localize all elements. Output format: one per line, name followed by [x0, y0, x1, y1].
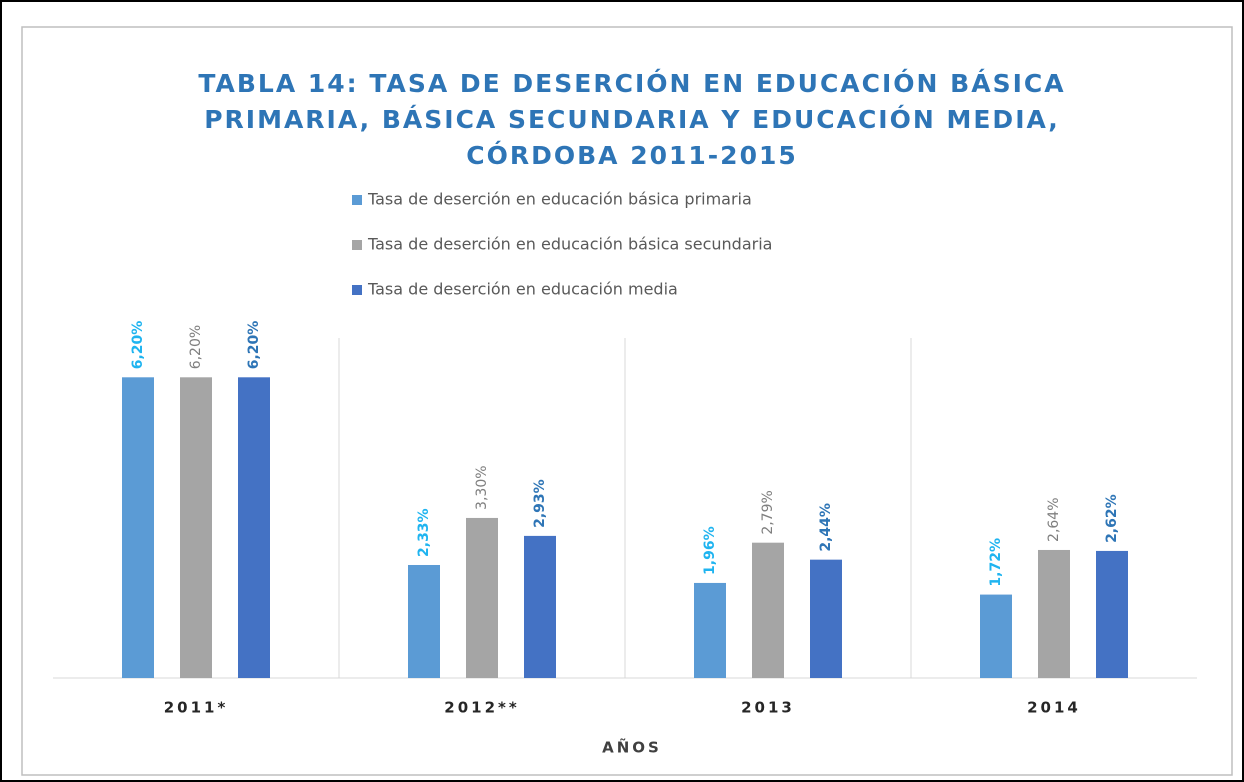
data-label: 6,20%: [130, 321, 146, 370]
legend-label: Tasa de deserción en educación básica se…: [367, 235, 772, 254]
x-tick-label: 2011*: [164, 699, 229, 717]
data-label: 2,93%: [532, 479, 548, 528]
bar: [122, 377, 154, 678]
data-label: 3,30%: [474, 465, 490, 509]
x-tick-label: 2013: [741, 699, 795, 717]
chart-area: [21, 26, 1233, 776]
bar: [1038, 549, 1070, 678]
x-tick-label: 2014: [1027, 699, 1081, 717]
bar: [466, 517, 498, 678]
legend-label: Tasa de deserción en educación media: [367, 280, 678, 299]
bar: [1096, 550, 1128, 678]
bar: [524, 535, 556, 678]
data-label: 1,72%: [988, 538, 1004, 587]
legend-swatch: [352, 240, 362, 250]
legend-swatch: [352, 195, 362, 205]
bar: [752, 542, 784, 678]
bar: [980, 594, 1012, 678]
data-label: 2,62%: [1104, 494, 1120, 543]
data-label: 2,79%: [760, 490, 776, 534]
data-label: 2,44%: [818, 503, 834, 552]
bar: [408, 564, 440, 678]
x-axis-title: AÑOS: [602, 738, 662, 757]
data-label: 6,20%: [246, 321, 262, 370]
bar: [180, 377, 212, 678]
data-label: 1,96%: [702, 526, 718, 575]
bar: [694, 582, 726, 678]
data-label: 2,64%: [1046, 497, 1062, 541]
legend-label: Tasa de deserción en educación básica pr…: [367, 190, 752, 209]
data-label: 2,33%: [416, 508, 432, 557]
data-label: 6,20%: [188, 325, 204, 369]
chart-title: TABLA 14: TASA DE DESERCIÓN EN EDUCACIÓN…: [198, 69, 1066, 170]
bar: [810, 559, 842, 678]
x-tick-label: 2012**: [444, 699, 519, 717]
bar: [238, 377, 270, 678]
legend-swatch: [352, 285, 362, 295]
